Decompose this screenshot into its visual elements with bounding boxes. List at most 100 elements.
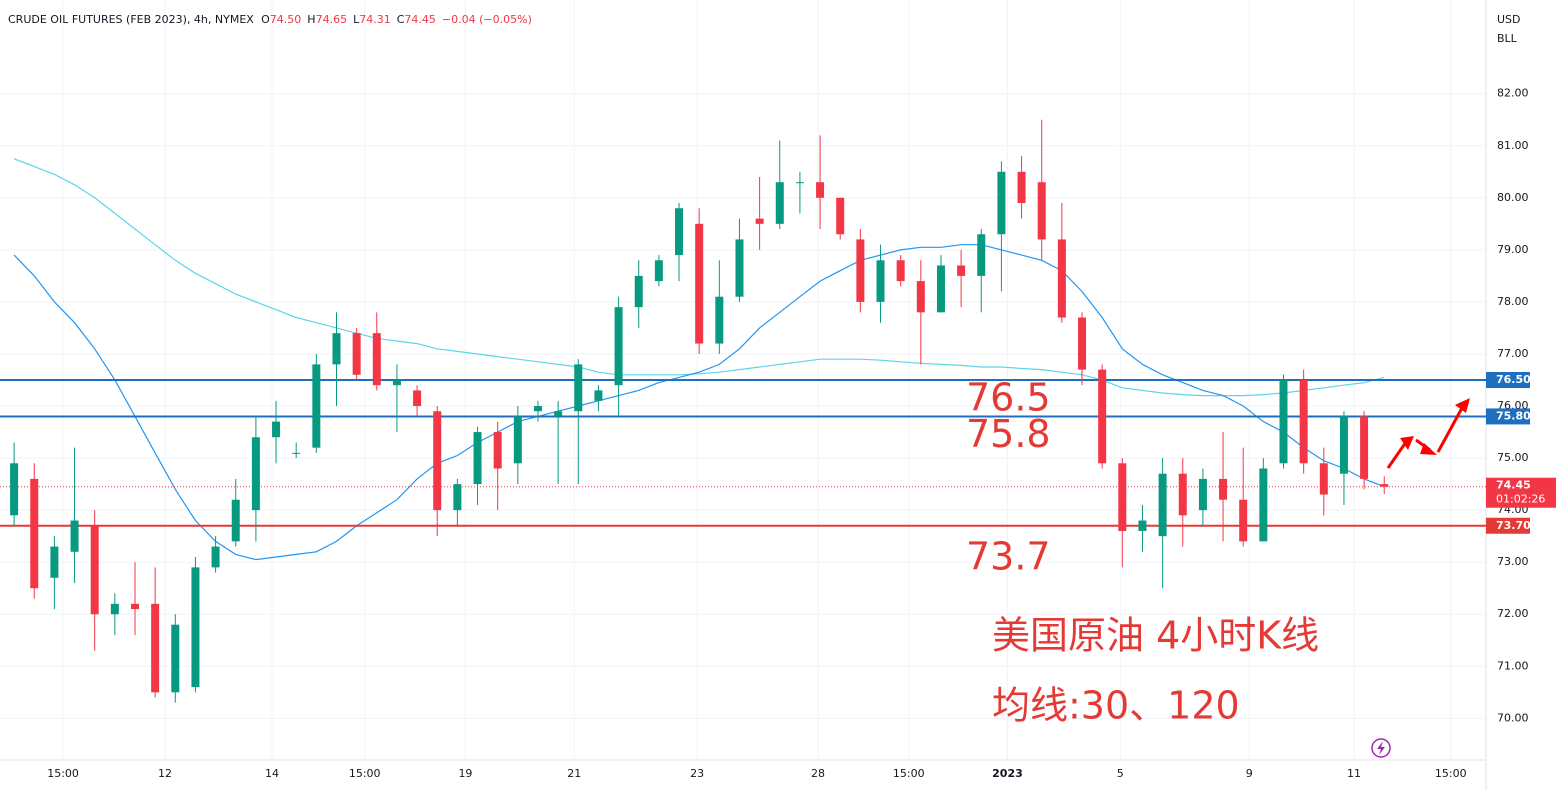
y-tick-label: 71.00 (1497, 659, 1529, 672)
candle-body (735, 239, 744, 297)
candle-body (453, 484, 462, 511)
candle-body (1138, 520, 1147, 531)
ohlc-value: 74.50 (270, 13, 302, 26)
candle-body (513, 416, 522, 464)
candle-body (675, 208, 684, 256)
candle-body (715, 296, 724, 344)
x-tick-label: 28 (811, 767, 825, 780)
candle-body (775, 182, 784, 224)
candle-body (1380, 484, 1389, 487)
ohlc-key: C (397, 13, 405, 26)
x-tick-label: 21 (567, 767, 581, 780)
candle-body (90, 525, 99, 615)
candle-body (634, 275, 643, 308)
candle-body (1339, 416, 1348, 474)
y-tick-label: 73.00 (1497, 555, 1529, 568)
candle-body (916, 281, 925, 313)
candle-body (493, 432, 502, 469)
candle-body (211, 546, 220, 568)
candle-body (1219, 478, 1228, 500)
candle-body (332, 333, 341, 365)
candle-body (1319, 463, 1328, 495)
candle-body (1299, 380, 1308, 464)
candle-body (1158, 473, 1167, 537)
ohlc-value: 74.31 (359, 13, 391, 26)
candle-body (1239, 499, 1248, 542)
candle-body (654, 260, 663, 282)
candle-body (110, 603, 119, 615)
candle-body (312, 364, 321, 448)
candle-body (1279, 380, 1288, 464)
candle-body (130, 603, 139, 610)
level-tag (1486, 517, 1530, 534)
x-tick-label: 12 (158, 767, 172, 780)
candle-body (1259, 468, 1268, 542)
chart-title: CRUDE OIL FUTURES (FEB 2023), 4h, NYMEX O… (8, 13, 532, 26)
ohlc-key: L (353, 13, 360, 26)
candle-body (816, 182, 825, 198)
annotation: 76.5 (966, 376, 1051, 420)
candle-body (1360, 416, 1369, 479)
candle-body (533, 406, 542, 412)
change: −0.04 (−0.05%) (442, 13, 532, 26)
y-tick-label: 79.00 (1497, 243, 1529, 256)
ohlc-key: H (307, 13, 315, 26)
candle-body (392, 380, 401, 386)
candle-body (473, 432, 482, 485)
moving-average (13, 158, 1385, 397)
candle-body (695, 223, 704, 344)
candle-body (554, 411, 563, 417)
candle-body (1098, 369, 1107, 464)
x-tick-label: 15:00 (1435, 767, 1467, 780)
candle-body (1078, 317, 1087, 370)
lightning-icon[interactable] (1371, 738, 1391, 758)
x-tick-label: 19 (458, 767, 472, 780)
y-tick-label: 82.00 (1497, 87, 1529, 100)
candle-body (70, 520, 79, 552)
candle-body (292, 452, 301, 454)
candle-body (896, 260, 905, 282)
x-tick-label: 15:00 (47, 767, 79, 780)
countdown: 01:02:26 (1496, 493, 1545, 506)
candle-body (1178, 473, 1187, 516)
candle-body (977, 234, 986, 276)
candle-body (10, 463, 19, 516)
current-price-label: 74.45 (1496, 479, 1531, 492)
ohlc-key: O (261, 13, 270, 26)
candle-body (1017, 171, 1026, 204)
candle-body (30, 478, 39, 589)
candle-body (876, 260, 885, 302)
y-tick-label: 78.00 (1497, 295, 1529, 308)
level-label: 76.50 (1496, 373, 1531, 386)
candle-body (1037, 182, 1046, 240)
x-tick-label: 2023 (992, 767, 1023, 780)
candle-body (594, 390, 603, 401)
candle-body (957, 265, 966, 276)
y-tick-label: 81.00 (1497, 139, 1529, 152)
candle-body (413, 390, 422, 407)
note: 均线:30、120 (992, 684, 1240, 728)
candle-body (1198, 478, 1207, 511)
candle-body (936, 265, 945, 313)
y-tick-label: 70.00 (1497, 711, 1529, 724)
candle-body (856, 239, 865, 302)
ohlc-value: 74.65 (316, 13, 348, 26)
current-price-tag (1486, 477, 1556, 508)
candle-body (372, 333, 381, 386)
level-label: 75.80 (1496, 409, 1531, 422)
x-tick-label: 11 (1347, 767, 1361, 780)
candle-body (151, 603, 160, 693)
candle-body (352, 333, 361, 375)
level-tag (1486, 408, 1530, 425)
symbol: CRUDE OIL FUTURES (FEB 2023), 4h, NYMEX (8, 13, 254, 26)
y-tick-label: 72.00 (1497, 607, 1529, 620)
candle-body (50, 546, 59, 578)
level-tag (1486, 372, 1530, 388)
candle-body (1057, 239, 1066, 318)
annotation: 73.7 (966, 534, 1051, 578)
candle-body (795, 182, 804, 184)
x-tick-label: 15:00 (893, 767, 925, 780)
